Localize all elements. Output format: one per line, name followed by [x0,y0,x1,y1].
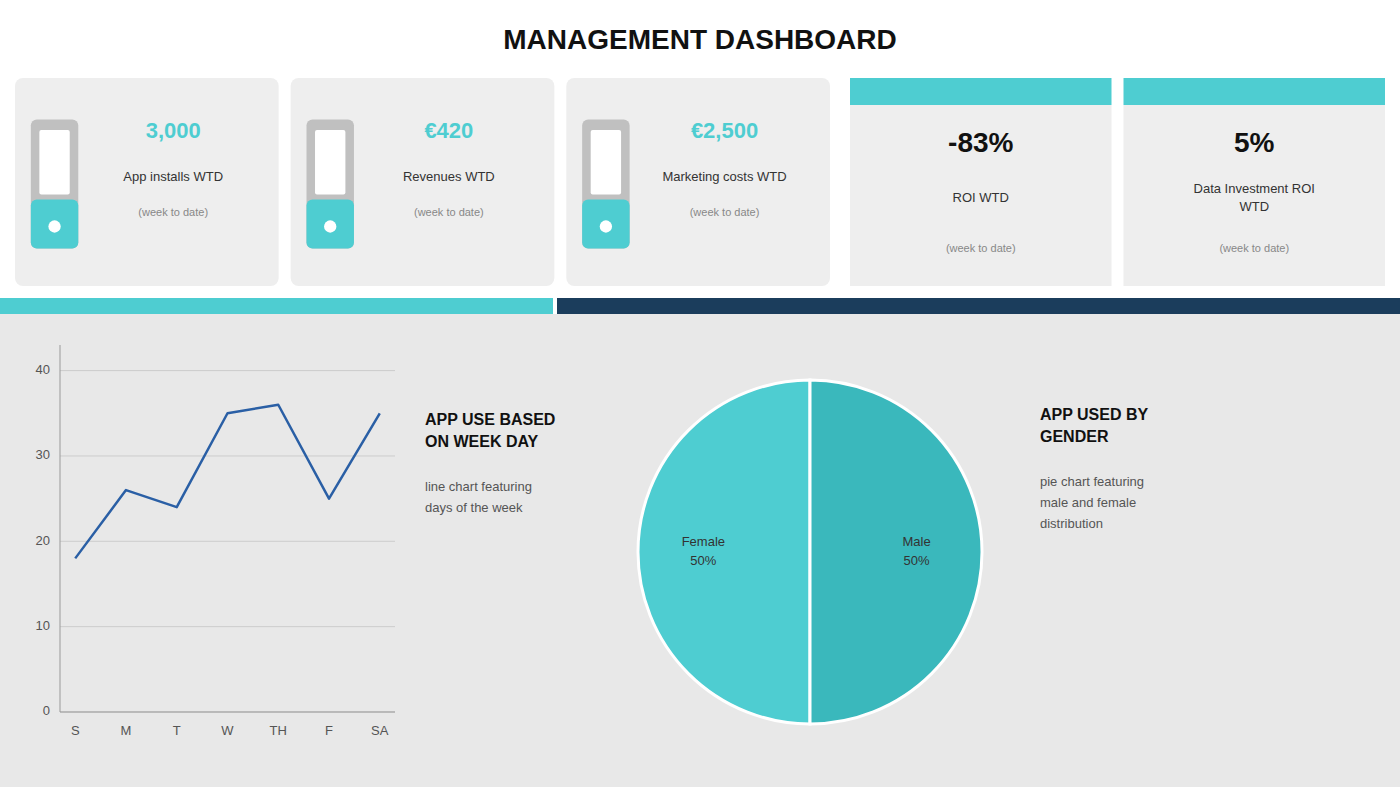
dashboard-title: MANAGEMENT DASHBOARD [503,24,897,55]
grid-line [60,712,395,713]
x-tick-label: F [325,723,333,738]
x-tick-label: W [221,723,234,738]
kpi-card-background [850,105,1112,286]
phone-button [324,220,336,232]
kpi-value: €2,500 [691,118,758,143]
kpi-card: -83% ROI WTD (week to date) [850,78,1112,286]
x-tick-label: S [71,723,80,738]
chart-description-line: male and female [1040,495,1136,510]
y-tick-label: 30 [36,447,50,462]
phone-base [31,200,78,249]
kpi-card-background [15,78,279,286]
chart-description-line: line chart featuring [425,479,532,494]
phone-screen [39,130,69,194]
separator-left [0,298,553,314]
grid-line [60,370,395,371]
kpi-card-header [850,78,1112,105]
page-background [0,0,1400,787]
y-tick-label: 10 [36,618,50,633]
kpi-sublabel: (week to date) [690,206,760,218]
pie-category-label: Male [903,534,931,549]
kpi-value: 3,000 [146,118,201,143]
phone-body [31,120,78,249]
kpi-card-header [1124,78,1386,105]
bottom-background [0,314,1400,787]
chart-description: line chart featuring days of the week [425,479,532,515]
kpi-label: Data Investment ROI WTD [1194,181,1315,214]
phone-base [306,200,353,249]
kpi-card: €2,500 Marketing costs WTD (week to date) [566,78,830,286]
pie-value-label: 50% [904,553,930,568]
kpi-card: 5% Data Investment ROI WTD (week to date) [1124,78,1386,286]
chart-title-line: GENDER [1040,428,1109,445]
grid-line [60,541,395,542]
chart-title-line: APP USED BY [1040,406,1149,423]
kpi-sublabel: (week to date) [946,241,1016,253]
phone-screen [591,130,621,194]
y-tick-label: 40 [36,362,50,377]
kpi-sublabel: (week to date) [414,206,484,218]
dashboard: MANAGEMENT DASHBOARD 3,000 App installs WT… [0,0,1400,787]
kpi-sublabel: (week to date) [138,206,208,218]
kpi-label-line: WTD [1239,199,1269,214]
kpi-sublabel-line: (week to date) [690,206,760,218]
x-axis-line [60,712,395,713]
x-tick-label: SA [371,723,389,738]
chart-description-line: pie chart featuring [1040,474,1144,489]
pie-category-label: Female [682,534,725,549]
phone-button [600,220,612,232]
kpi-label: ROI WTD [953,190,1009,205]
kpi-sublabel-line: (week to date) [138,206,208,218]
chart-title-line: ON WEEK DAY [425,433,539,450]
pie-value-label: 50% [690,553,716,568]
phone-button [48,220,60,232]
y-tick-label: 0 [43,703,50,718]
chart-title: APP USED BY GENDER [1040,406,1149,445]
kpi-label: Revenues WTD [403,169,495,184]
chart-title: APP USE BASED ON WEEK DAY [425,411,555,450]
kpi-label: App installs WTD [123,169,223,184]
kpi-value: -83% [948,127,1013,158]
kpi-value: 5% [1234,127,1275,158]
pie-slice [810,380,982,724]
phone-body [306,120,353,249]
kpi-sublabel: (week to date) [1219,241,1289,253]
kpi-label-line: Data Investment ROI [1194,181,1315,196]
separator-right [557,298,1400,314]
kpi-card: €420 Revenues WTD (week to date) [291,78,555,286]
kpi-label: Marketing costs WTD [662,169,786,184]
x-tick-label: TH [270,723,287,738]
x-tick-label: T [173,723,181,738]
kpi-label-line: Revenues WTD [403,169,495,184]
y-tick-label: 20 [36,533,50,548]
kpi-sublabel-line: (week to date) [1219,241,1289,253]
phone-screen [315,130,345,194]
kpi-label-line: ROI WTD [953,190,1009,205]
line-chart: 0 10 20 30 40 S M T W TH F SA [36,345,395,738]
data-line [75,405,380,559]
kpi-sublabel-line: (week to date) [946,241,1016,253]
grid-line [60,626,395,627]
plot-area [75,405,380,559]
pie-chart: Female 50% Male 50% [638,380,982,724]
chart-description-line: days of the week [425,500,523,515]
x-tick-label: M [121,723,132,738]
phone-body [582,120,629,249]
pie-slice [638,380,810,724]
chart-title-line: APP USE BASED [425,411,555,428]
y-axis-line [60,345,61,712]
chart-description-line: distribution [1040,516,1103,531]
kpi-sublabel-line: (week to date) [414,206,484,218]
grid-line [60,455,395,456]
kpi-card: 3,000 App installs WTD (week to date) [15,78,279,286]
kpi-label-line: App installs WTD [123,169,223,184]
phone-base [582,200,629,249]
kpi-label-line: Marketing costs WTD [662,169,786,184]
kpi-card-background [566,78,830,286]
chart-description: pie chart featuring male and female distri… [1040,474,1144,531]
kpi-value: €420 [424,118,473,143]
kpi-card-background [291,78,555,286]
kpi-card-background [1124,105,1386,286]
